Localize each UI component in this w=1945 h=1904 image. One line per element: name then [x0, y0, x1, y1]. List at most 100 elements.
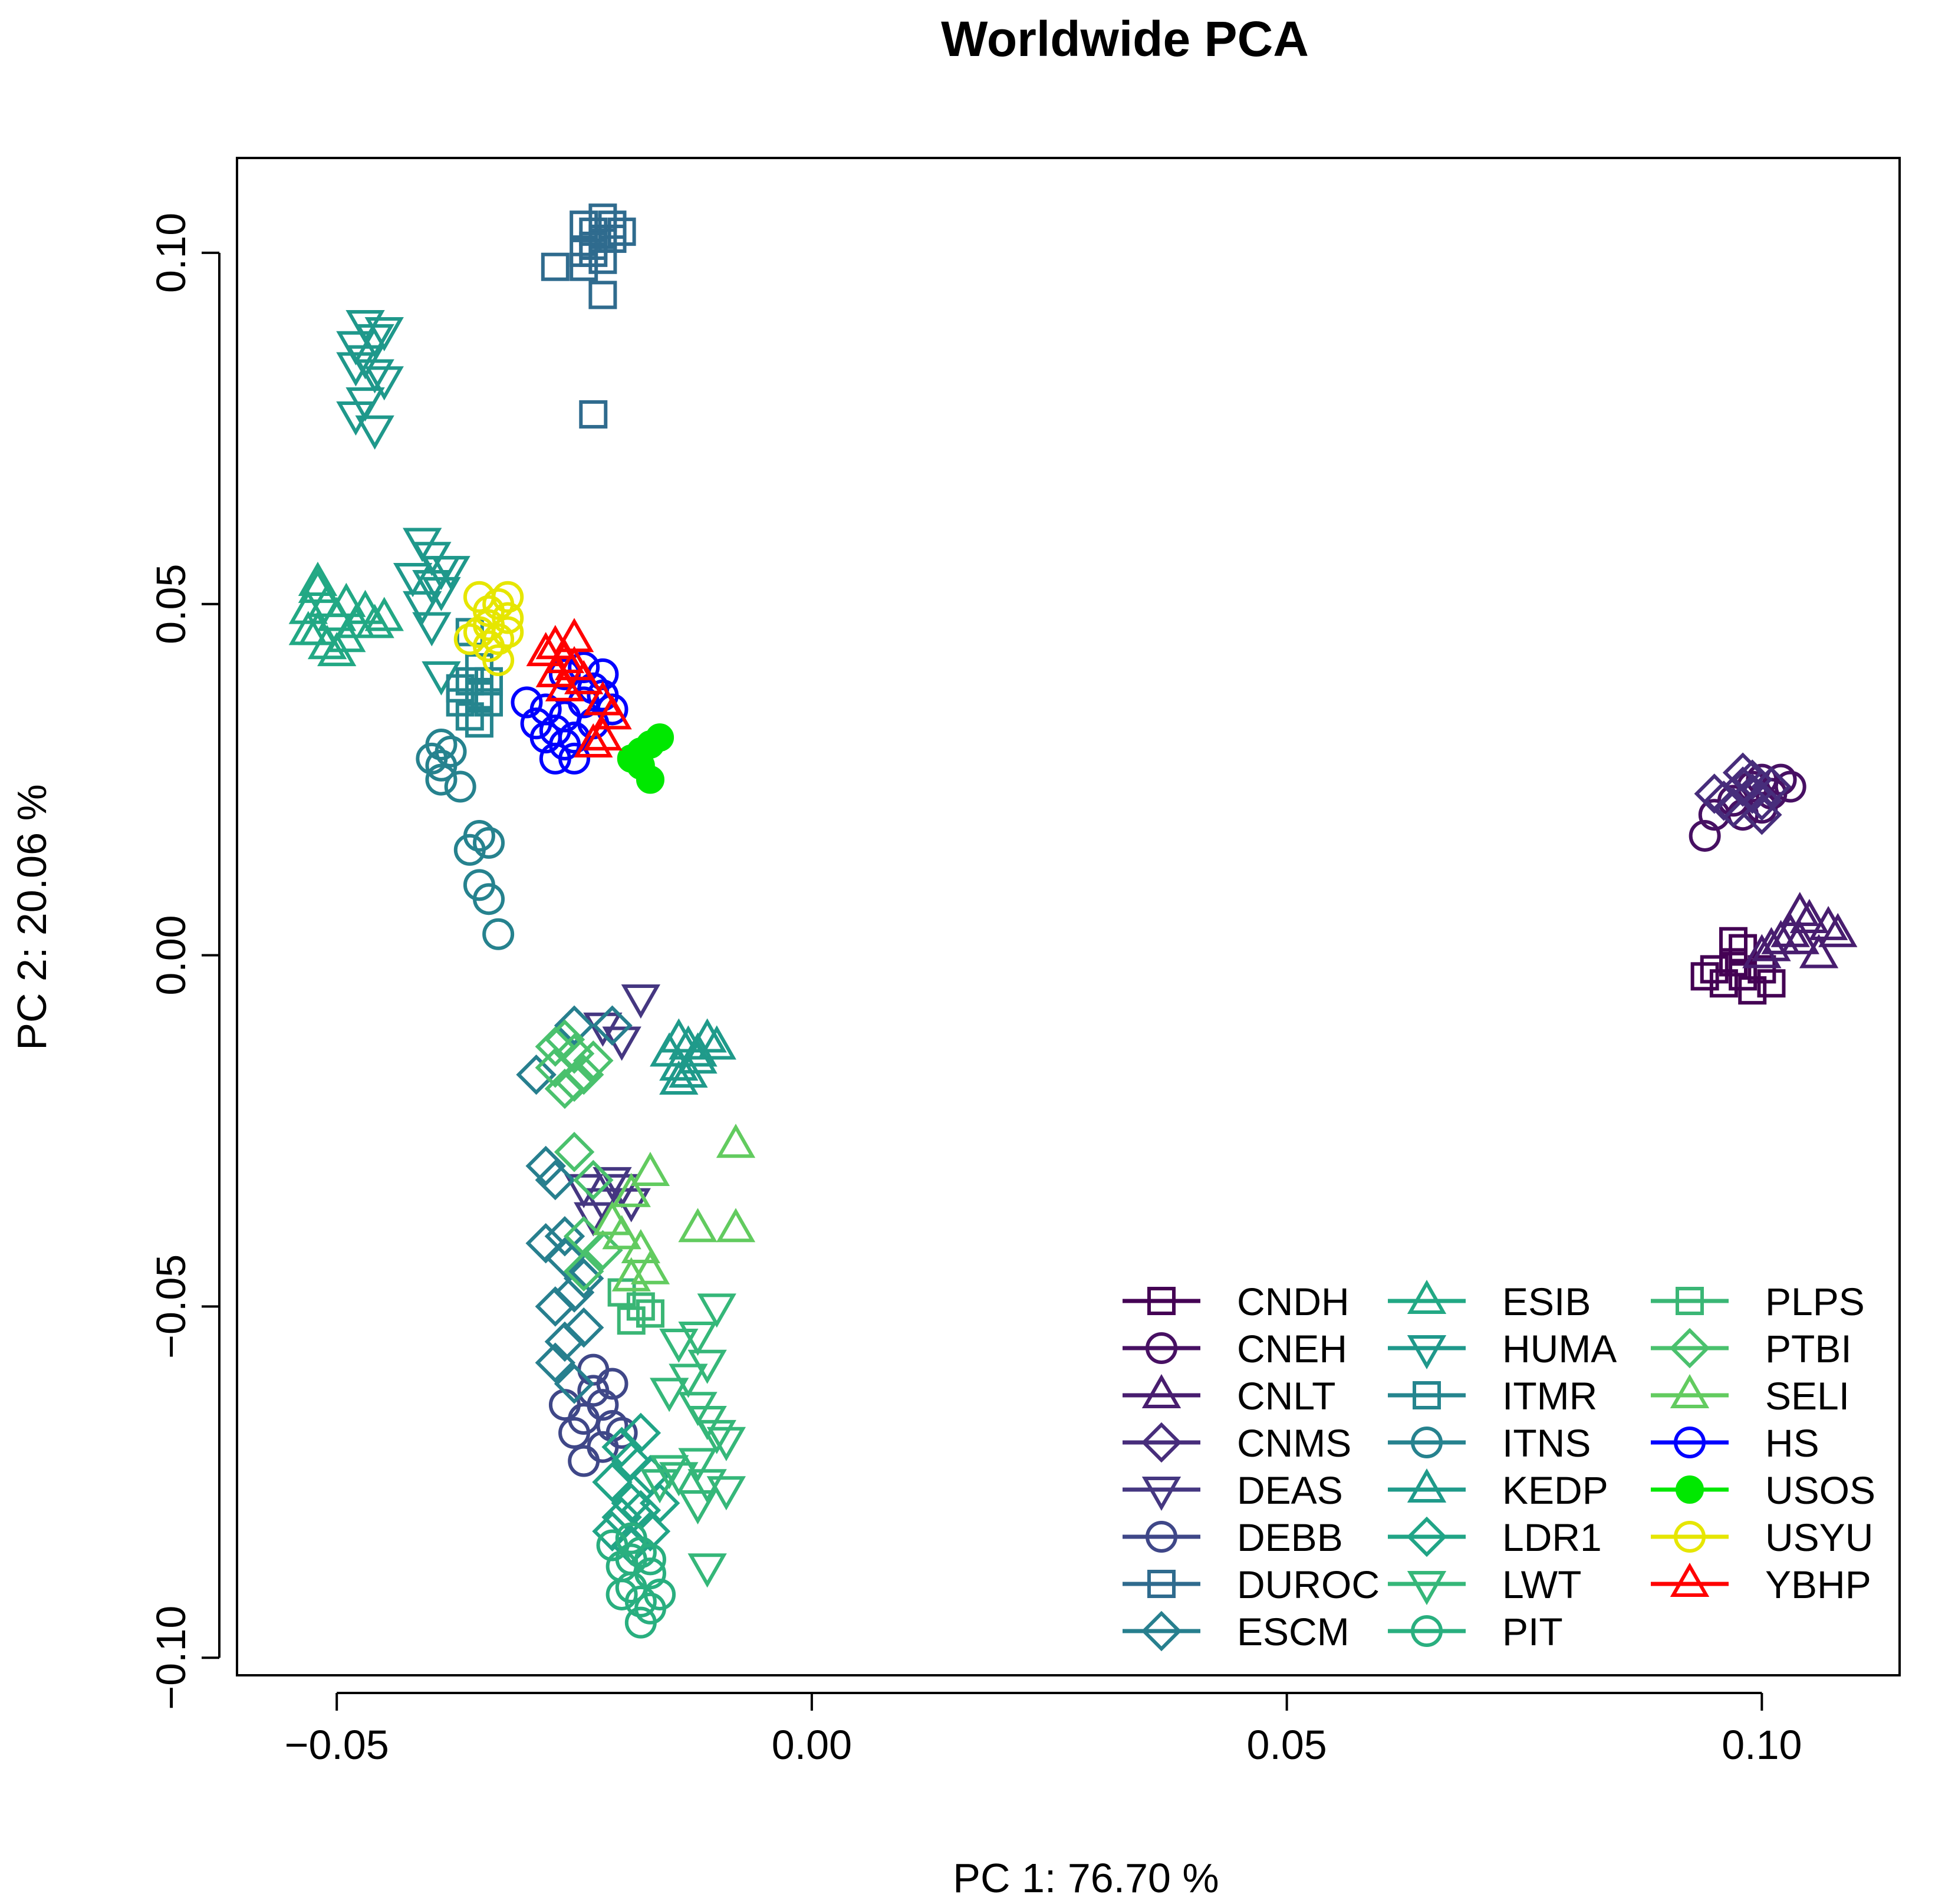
data-point — [596, 1529, 628, 1562]
legend-item-itmr: ITMR — [1388, 1374, 1597, 1418]
legend-marker — [1411, 1615, 1443, 1647]
data-point — [525, 1223, 566, 1264]
legend-marker — [1147, 1287, 1176, 1315]
data-point — [607, 218, 636, 246]
legend-item-ldr1: LDR1 — [1388, 1516, 1602, 1559]
legend-marker — [1146, 1332, 1177, 1364]
data-point — [526, 632, 565, 667]
legend-item-cneh: CNEH — [1123, 1327, 1347, 1371]
data-point — [473, 630, 505, 663]
legend-label: USOS — [1765, 1468, 1875, 1512]
legend-marker — [1413, 1381, 1441, 1409]
data-point — [422, 577, 461, 611]
data-point — [364, 366, 404, 401]
legend-label: USYU — [1765, 1516, 1873, 1559]
data-point — [516, 1054, 557, 1095]
data-point — [697, 1419, 736, 1454]
x-tick-label: 0.05 — [1247, 1722, 1327, 1768]
legend-item-ybhp: YBHP — [1651, 1562, 1871, 1606]
data-point — [624, 1585, 657, 1618]
data-point — [431, 556, 470, 591]
data-point — [336, 352, 376, 387]
data-point — [596, 1368, 628, 1400]
data-point — [577, 1353, 610, 1386]
data-point — [573, 1040, 614, 1081]
legend-label: CNMS — [1237, 1421, 1351, 1465]
data-point — [492, 602, 524, 634]
legend-label: ESIB — [1502, 1280, 1591, 1323]
data-point — [425, 729, 458, 761]
series-itns — [416, 729, 515, 950]
data-point — [611, 1257, 651, 1292]
data-point — [1808, 905, 1848, 940]
data-point — [511, 686, 543, 719]
legend-label: SELI — [1765, 1374, 1849, 1418]
data-point — [1761, 920, 1801, 954]
legend-label: CNEH — [1237, 1327, 1347, 1371]
legend-label: PIT — [1502, 1610, 1563, 1653]
data-point — [1689, 819, 1721, 852]
data-point — [593, 695, 632, 730]
series-pit — [596, 1522, 676, 1639]
data-point — [1738, 976, 1767, 1005]
legend-marker — [1670, 1373, 1710, 1408]
series-cnlt — [1742, 891, 1858, 969]
series-hs — [511, 651, 628, 775]
data-point — [563, 1258, 604, 1299]
data-point — [573, 1159, 614, 1201]
data-point — [678, 1208, 718, 1243]
data-point — [624, 1606, 657, 1639]
data-point — [412, 612, 452, 647]
y-tick-label: 0.10 — [148, 213, 194, 293]
data-point — [355, 415, 394, 450]
y-tick-label: 0.05 — [148, 564, 194, 644]
legend-item-hs: HS — [1651, 1421, 1819, 1465]
legend-item-plps: PLPS — [1651, 1280, 1865, 1323]
legend-item-kedp: KEDP — [1388, 1468, 1608, 1512]
data-point — [327, 582, 366, 617]
data-point — [446, 688, 475, 717]
data-point — [1774, 770, 1806, 803]
data-point — [1757, 969, 1786, 998]
data-point — [650, 1378, 689, 1412]
data-point — [650, 1455, 689, 1490]
data-point — [548, 1389, 581, 1421]
data-point — [492, 581, 524, 613]
x-tick-label: 0.00 — [772, 1722, 852, 1768]
legend-item-cnms: CNMS — [1123, 1421, 1351, 1465]
data-point — [554, 1131, 595, 1172]
legend-marker — [1407, 1335, 1447, 1370]
legend-label: PTBI — [1765, 1327, 1852, 1371]
data-point — [570, 238, 598, 267]
data-point — [364, 317, 404, 352]
legend-marker — [1676, 1287, 1704, 1315]
data-point — [544, 1215, 585, 1257]
legend-marker — [1141, 1373, 1182, 1408]
data-point — [587, 1389, 619, 1421]
data-point — [588, 281, 617, 309]
x-axis-label: PC 1: 76.70 % — [953, 1855, 1219, 1901]
data-point — [579, 400, 608, 429]
legend-marker — [1674, 1427, 1706, 1458]
legend-item-usos: USOS — [1651, 1468, 1875, 1512]
series-esib — [288, 561, 404, 667]
data-point — [697, 1293, 736, 1328]
data-point — [687, 1018, 727, 1053]
data-point — [465, 709, 493, 738]
data-point — [617, 1306, 646, 1335]
data-point — [288, 589, 328, 624]
series-itmr — [446, 618, 503, 738]
data-point — [525, 1145, 566, 1187]
data-point — [412, 569, 452, 605]
data-point — [1742, 794, 1782, 835]
legend-item-cnlt: CNLT — [1123, 1373, 1335, 1418]
data-point — [545, 667, 585, 701]
data-point — [593, 1167, 632, 1201]
legend-item-itns: ITNS — [1388, 1421, 1591, 1465]
y-tick-label: −0.05 — [148, 1254, 194, 1359]
data-point — [697, 1025, 736, 1060]
legend-label: DEAS — [1237, 1468, 1343, 1512]
legend-label: DUROC — [1237, 1563, 1380, 1606]
data-point — [646, 723, 674, 752]
data-point — [621, 984, 661, 1019]
